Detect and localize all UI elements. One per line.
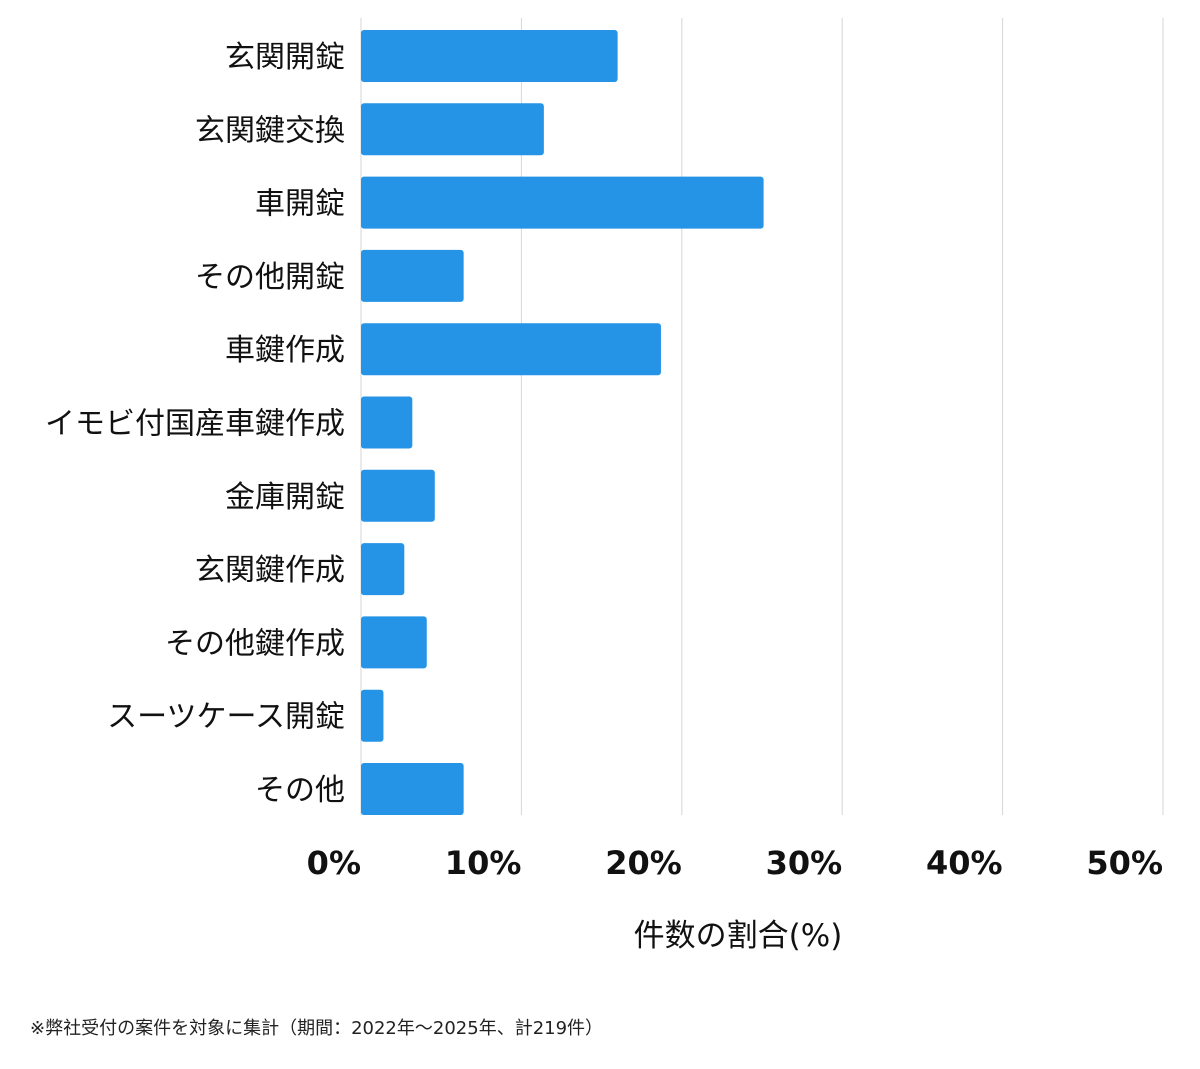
bar-6 <box>361 469 435 522</box>
bar-8 <box>361 616 427 669</box>
category-label-2: 車開錠 <box>255 187 345 222</box>
bar-9 <box>361 689 384 742</box>
category-label-3: その他開錠 <box>195 260 345 295</box>
category-label-5: イモビ付国産車鍵作成 <box>45 407 345 442</box>
x-tick-label-3: 30% <box>766 844 843 882</box>
bar-1 <box>361 103 544 156</box>
bar-4 <box>361 323 661 376</box>
footnote: ※弊社受付の案件を対象に集計（期間：2022年〜2025年、計219件） <box>30 1018 604 1039</box>
category-label-8: その他鍵作成 <box>165 626 345 661</box>
x-tick-label-2: 20% <box>605 844 682 882</box>
bar-7 <box>361 543 405 596</box>
bar-5 <box>361 396 413 449</box>
category-label-7: 玄関鍵作成 <box>195 553 345 588</box>
bar-chart: 玄関開錠玄関鍵交換車開錠その他開錠車鍵作成イモビ付国産車鍵作成金庫開錠玄関鍵作成… <box>45 18 1164 954</box>
x-tick-label-0: 0% <box>307 844 361 882</box>
category-labels: 玄関開錠玄関鍵交換車開錠その他開錠車鍵作成イモビ付国産車鍵作成金庫開錠玄関鍵作成… <box>45 40 345 808</box>
category-label-1: 玄関鍵交換 <box>195 113 345 148</box>
x-tick-labels: 0% 10% 20% 30% 40% 50% <box>307 844 1163 882</box>
bar-0 <box>361 30 618 82</box>
category-label-4: 車鍵作成 <box>225 333 345 368</box>
bar-3 <box>361 249 464 302</box>
category-label-9: スーツケース開錠 <box>107 700 345 735</box>
bar-2 <box>361 176 764 229</box>
x-tick-label-5: 50% <box>1086 844 1163 882</box>
x-axis-title: 件数の割合(%) <box>634 918 843 954</box>
category-label-10: その他 <box>255 773 345 808</box>
bar-10 <box>361 763 464 815</box>
category-label-0: 玄関開錠 <box>225 40 345 75</box>
x-tick-label-1: 10% <box>445 844 522 882</box>
bars <box>361 30 764 815</box>
x-tick-label-4: 40% <box>926 844 1003 882</box>
category-label-6: 金庫開錠 <box>225 480 345 515</box>
